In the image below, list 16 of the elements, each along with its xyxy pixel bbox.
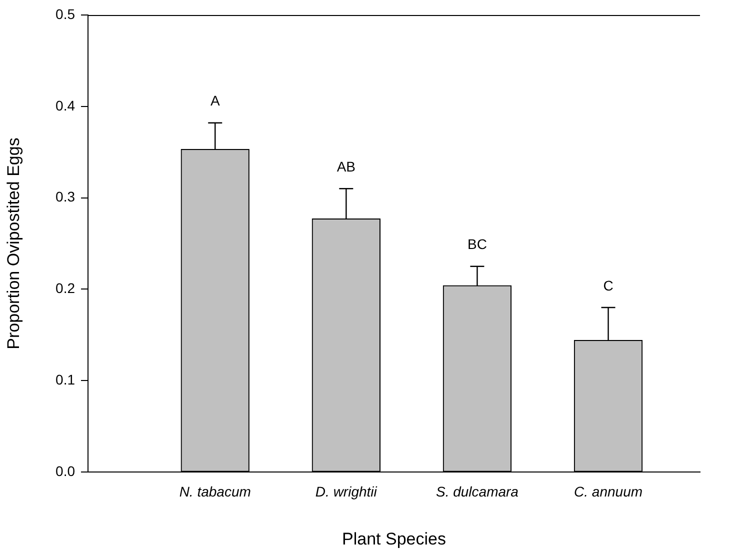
y-tick-label: 0.1 — [56, 371, 76, 388]
x-tick-label: D. wrightii — [315, 483, 378, 500]
x-tick-label: C. annuum — [574, 483, 643, 500]
annotation: BC — [467, 236, 487, 252]
y-tick-label: 0.2 — [56, 280, 76, 296]
y-axis-title: Proportion Ovipostited Eggs — [4, 138, 23, 350]
y-tick-label: 0.5 — [56, 6, 76, 22]
x-axis-title: Plant Species — [342, 529, 446, 548]
y-tick-label: 0.3 — [56, 188, 76, 205]
y-tick-label: 0.4 — [56, 97, 76, 114]
x-tick-label: N. tabacum — [179, 483, 252, 500]
y-tick-label: 0.0 — [56, 462, 76, 479]
annotation: C — [603, 277, 614, 294]
annotation: AB — [336, 158, 356, 175]
annotation: A — [210, 92, 220, 109]
x-tick-label: S. dulcamara — [436, 483, 519, 500]
